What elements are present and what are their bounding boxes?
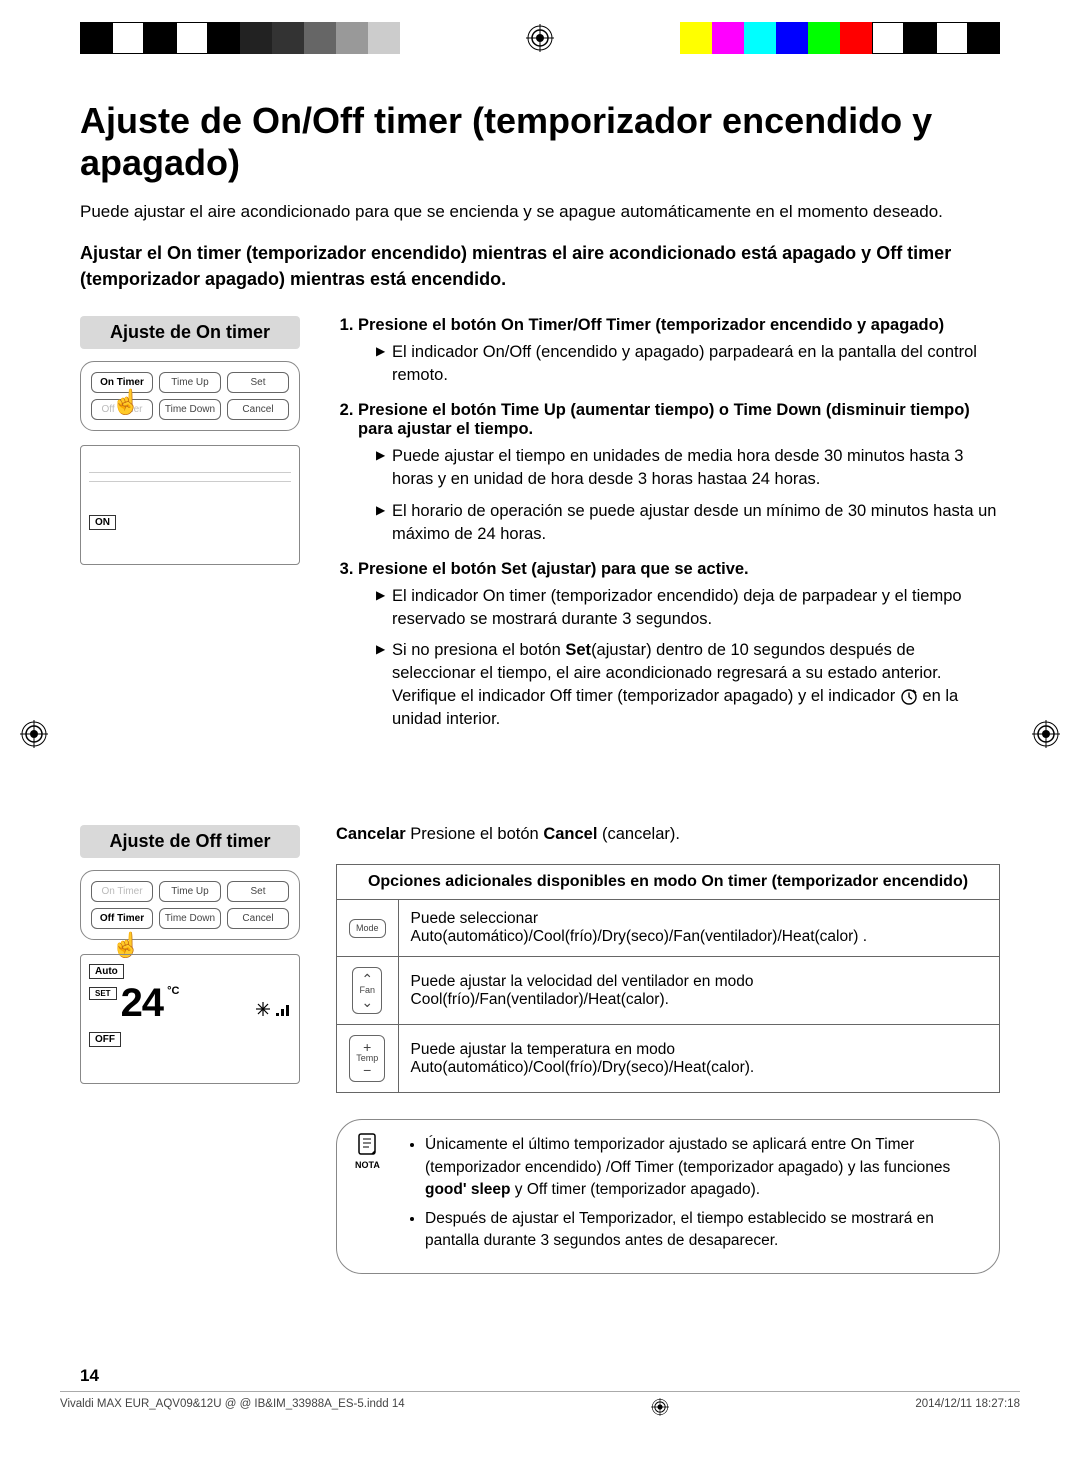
step2-bullet1: Puede ajustar el tiempo en unidades de m… — [376, 445, 1000, 491]
step2-bullet2: El horario de operación se puede ajustar… — [376, 500, 1000, 546]
remote-time-down-button: Time Down — [159, 399, 221, 420]
off-indicator: OFF — [89, 1032, 121, 1047]
remote-panel-on: On Timer Time Up Set Off Timer Time Down… — [80, 361, 300, 431]
display-off: Auto SET 24 °C OFF — [80, 954, 300, 1084]
remote-time-up-button: Time Up — [159, 372, 221, 393]
remote-set-button-2: Set — [227, 881, 289, 902]
options-table: Opciones adicionales disponibles en modo… — [336, 864, 1000, 1093]
section-off-title: Ajuste de Off timer — [80, 825, 300, 858]
remote-time-up-button-2: Time Up — [159, 881, 221, 902]
note-2: Después de ajustar el Temporizador, el t… — [425, 1208, 979, 1253]
footer-file: Vivaldi MAX EUR_AQV09&12U @ @ IB&IM_3398… — [60, 1398, 405, 1416]
display-on: ON — [80, 445, 300, 565]
snowflake-icon — [255, 1001, 271, 1017]
remote-cancel-button-2: Cancel — [227, 908, 289, 929]
page-content: Ajuste de On/Off timer (temporizador enc… — [80, 100, 1000, 1346]
options-header: Opciones adicionales disponibles en modo… — [337, 865, 1000, 900]
cancel-line: Cancelar Presione el botón Cancel (cance… — [336, 825, 1000, 844]
note-icon: NOTA — [355, 1132, 380, 1170]
page-number: 14 — [80, 1366, 99, 1386]
mode-button-icon: Mode — [349, 919, 386, 938]
clock-icon — [900, 688, 918, 706]
footer-registration-icon — [651, 1398, 669, 1416]
fan-text: Puede ajustar la velocidad del ventilado… — [398, 957, 999, 1025]
step-3: Presione el botón Set (ajustar) para que… — [358, 560, 1000, 732]
on-indicator: ON — [89, 515, 116, 530]
step-1: Presione el botón On Timer/Off Timer (te… — [358, 316, 1000, 387]
on-timer-section: Ajuste de On timer On Timer Time Up Set … — [80, 316, 1000, 745]
auto-indicator: Auto — [89, 964, 124, 979]
remote-set-button: Set — [227, 372, 289, 393]
note-1: Únicamente el último temporizador ajusta… — [425, 1134, 979, 1201]
section-on-title: Ajuste de On timer — [80, 316, 300, 349]
step3-bullet1: El indicador On timer (temporizador ence… — [376, 585, 1000, 631]
temp-text: Puede ajustar la temperatura en modo Aut… — [398, 1025, 999, 1093]
remote-time-down-button-2: Time Down — [159, 908, 221, 929]
fan-icon-cell: ⌃Fan⌄ — [337, 957, 399, 1025]
step1-bullet1: El indicador On/Off (encendido y apagado… — [376, 341, 1000, 387]
footer: Vivaldi MAX EUR_AQV09&12U @ @ IB&IM_3398… — [60, 1391, 1020, 1416]
mode-text: Puede seleccionar Auto(automático)/Cool(… — [398, 900, 999, 957]
mode-icon-cell: Mode — [337, 900, 399, 957]
registration-right-icon — [1032, 720, 1060, 748]
footer-timestamp: 2014/12/11 18:27:18 — [915, 1398, 1020, 1416]
signal-icon — [275, 1004, 291, 1017]
fan-button-icon: ⌃Fan⌄ — [352, 967, 382, 1014]
remote-off-timer-button-2: Off Timer — [91, 908, 153, 929]
set-indicator: SET — [89, 987, 117, 1000]
registration-top-icon — [526, 24, 554, 52]
remote-cancel-button: Cancel — [227, 399, 289, 420]
remote-on-timer-button-2: On Timer — [91, 881, 153, 902]
off-timer-section: Ajuste de Off timer On Timer Time Up Set… — [80, 825, 1000, 1273]
remote-panel-off: On Timer Time Up Set Off Timer Time Down… — [80, 870, 300, 940]
registration-left-icon — [20, 720, 48, 748]
subheading: Ajustar el On timer (temporizador encend… — [80, 240, 1000, 292]
page-title: Ajuste de On/Off timer (temporizador enc… — [80, 100, 1000, 184]
note-box: NOTA Únicamente el último temporizador a… — [336, 1119, 1000, 1273]
intro-text: Puede ajustar el aire acondicionado para… — [80, 202, 1000, 222]
step-2: Presione el botón Time Up (aumentar tiem… — [358, 401, 1000, 545]
temp-display: 24 — [121, 981, 164, 1026]
temp-icon-cell: +Temp− — [337, 1025, 399, 1093]
step3-bullet2: Si no presiona el botón Set(ajustar) den… — [376, 639, 1000, 731]
temp-button-icon: +Temp− — [349, 1035, 385, 1082]
pointing-hand-icon: ☝ — [111, 388, 141, 417]
